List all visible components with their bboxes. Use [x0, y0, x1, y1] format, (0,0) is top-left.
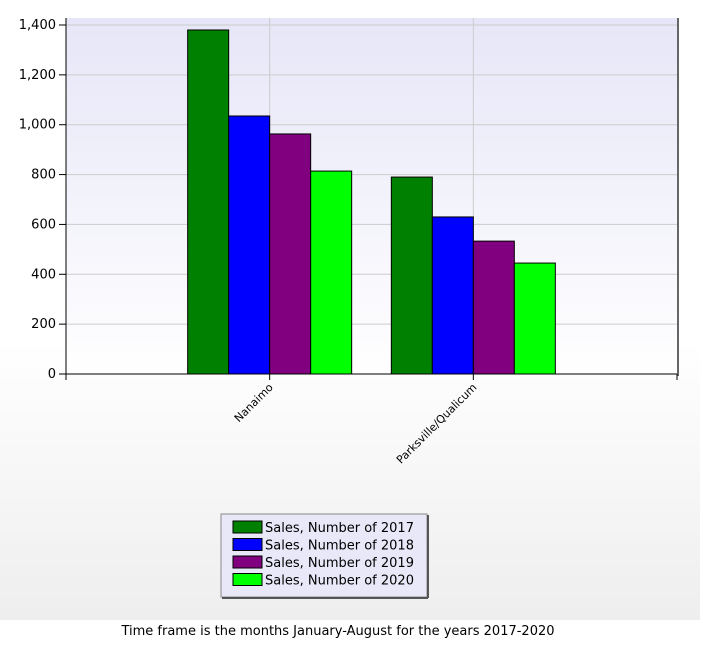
legend-label: Sales, Number of 2019 — [265, 556, 414, 571]
bar — [269, 133, 312, 375]
legend-label: Sales, Number of 2017 — [265, 521, 414, 536]
y-tick-label: 1,200 — [19, 68, 56, 83]
plot-area — [66, 18, 677, 374]
y-tick-label: 1,400 — [19, 18, 56, 33]
y-tick-label: 0 — [48, 367, 56, 382]
bar — [513, 262, 556, 375]
legend-label: Sales, Number of 2018 — [265, 539, 414, 554]
bar — [390, 176, 433, 375]
y-tick-label: 400 — [31, 267, 56, 282]
y-tick-label: 600 — [31, 217, 56, 232]
legend-swatch — [232, 538, 263, 551]
bar — [187, 29, 230, 375]
bar — [431, 216, 474, 375]
note: Time frame is the months January-August … — [121, 624, 555, 639]
legend-swatch — [232, 573, 263, 586]
y-tick-label: 800 — [31, 168, 56, 183]
legend-swatch — [232, 520, 263, 534]
bar — [228, 115, 271, 375]
y-tick-label: 200 — [31, 317, 56, 332]
legend-label: Sales, Number of 2020 — [265, 574, 414, 589]
legend-swatch — [232, 555, 263, 569]
y-tick-label: 1,000 — [19, 118, 56, 133]
bar — [310, 170, 353, 375]
bar — [472, 240, 515, 375]
